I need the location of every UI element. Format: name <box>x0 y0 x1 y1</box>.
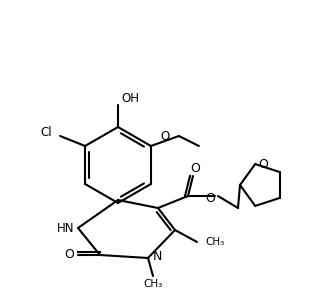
Text: CH₃: CH₃ <box>143 279 162 289</box>
Text: O: O <box>64 249 74 262</box>
Text: CH₃: CH₃ <box>205 237 224 247</box>
Text: Cl: Cl <box>40 127 52 139</box>
Text: HN: HN <box>57 221 75 235</box>
Text: O: O <box>258 158 268 171</box>
Text: O: O <box>160 129 170 143</box>
Text: OH: OH <box>121 91 139 104</box>
Text: O: O <box>190 162 200 175</box>
Text: N: N <box>153 249 162 262</box>
Text: O: O <box>205 191 215 205</box>
